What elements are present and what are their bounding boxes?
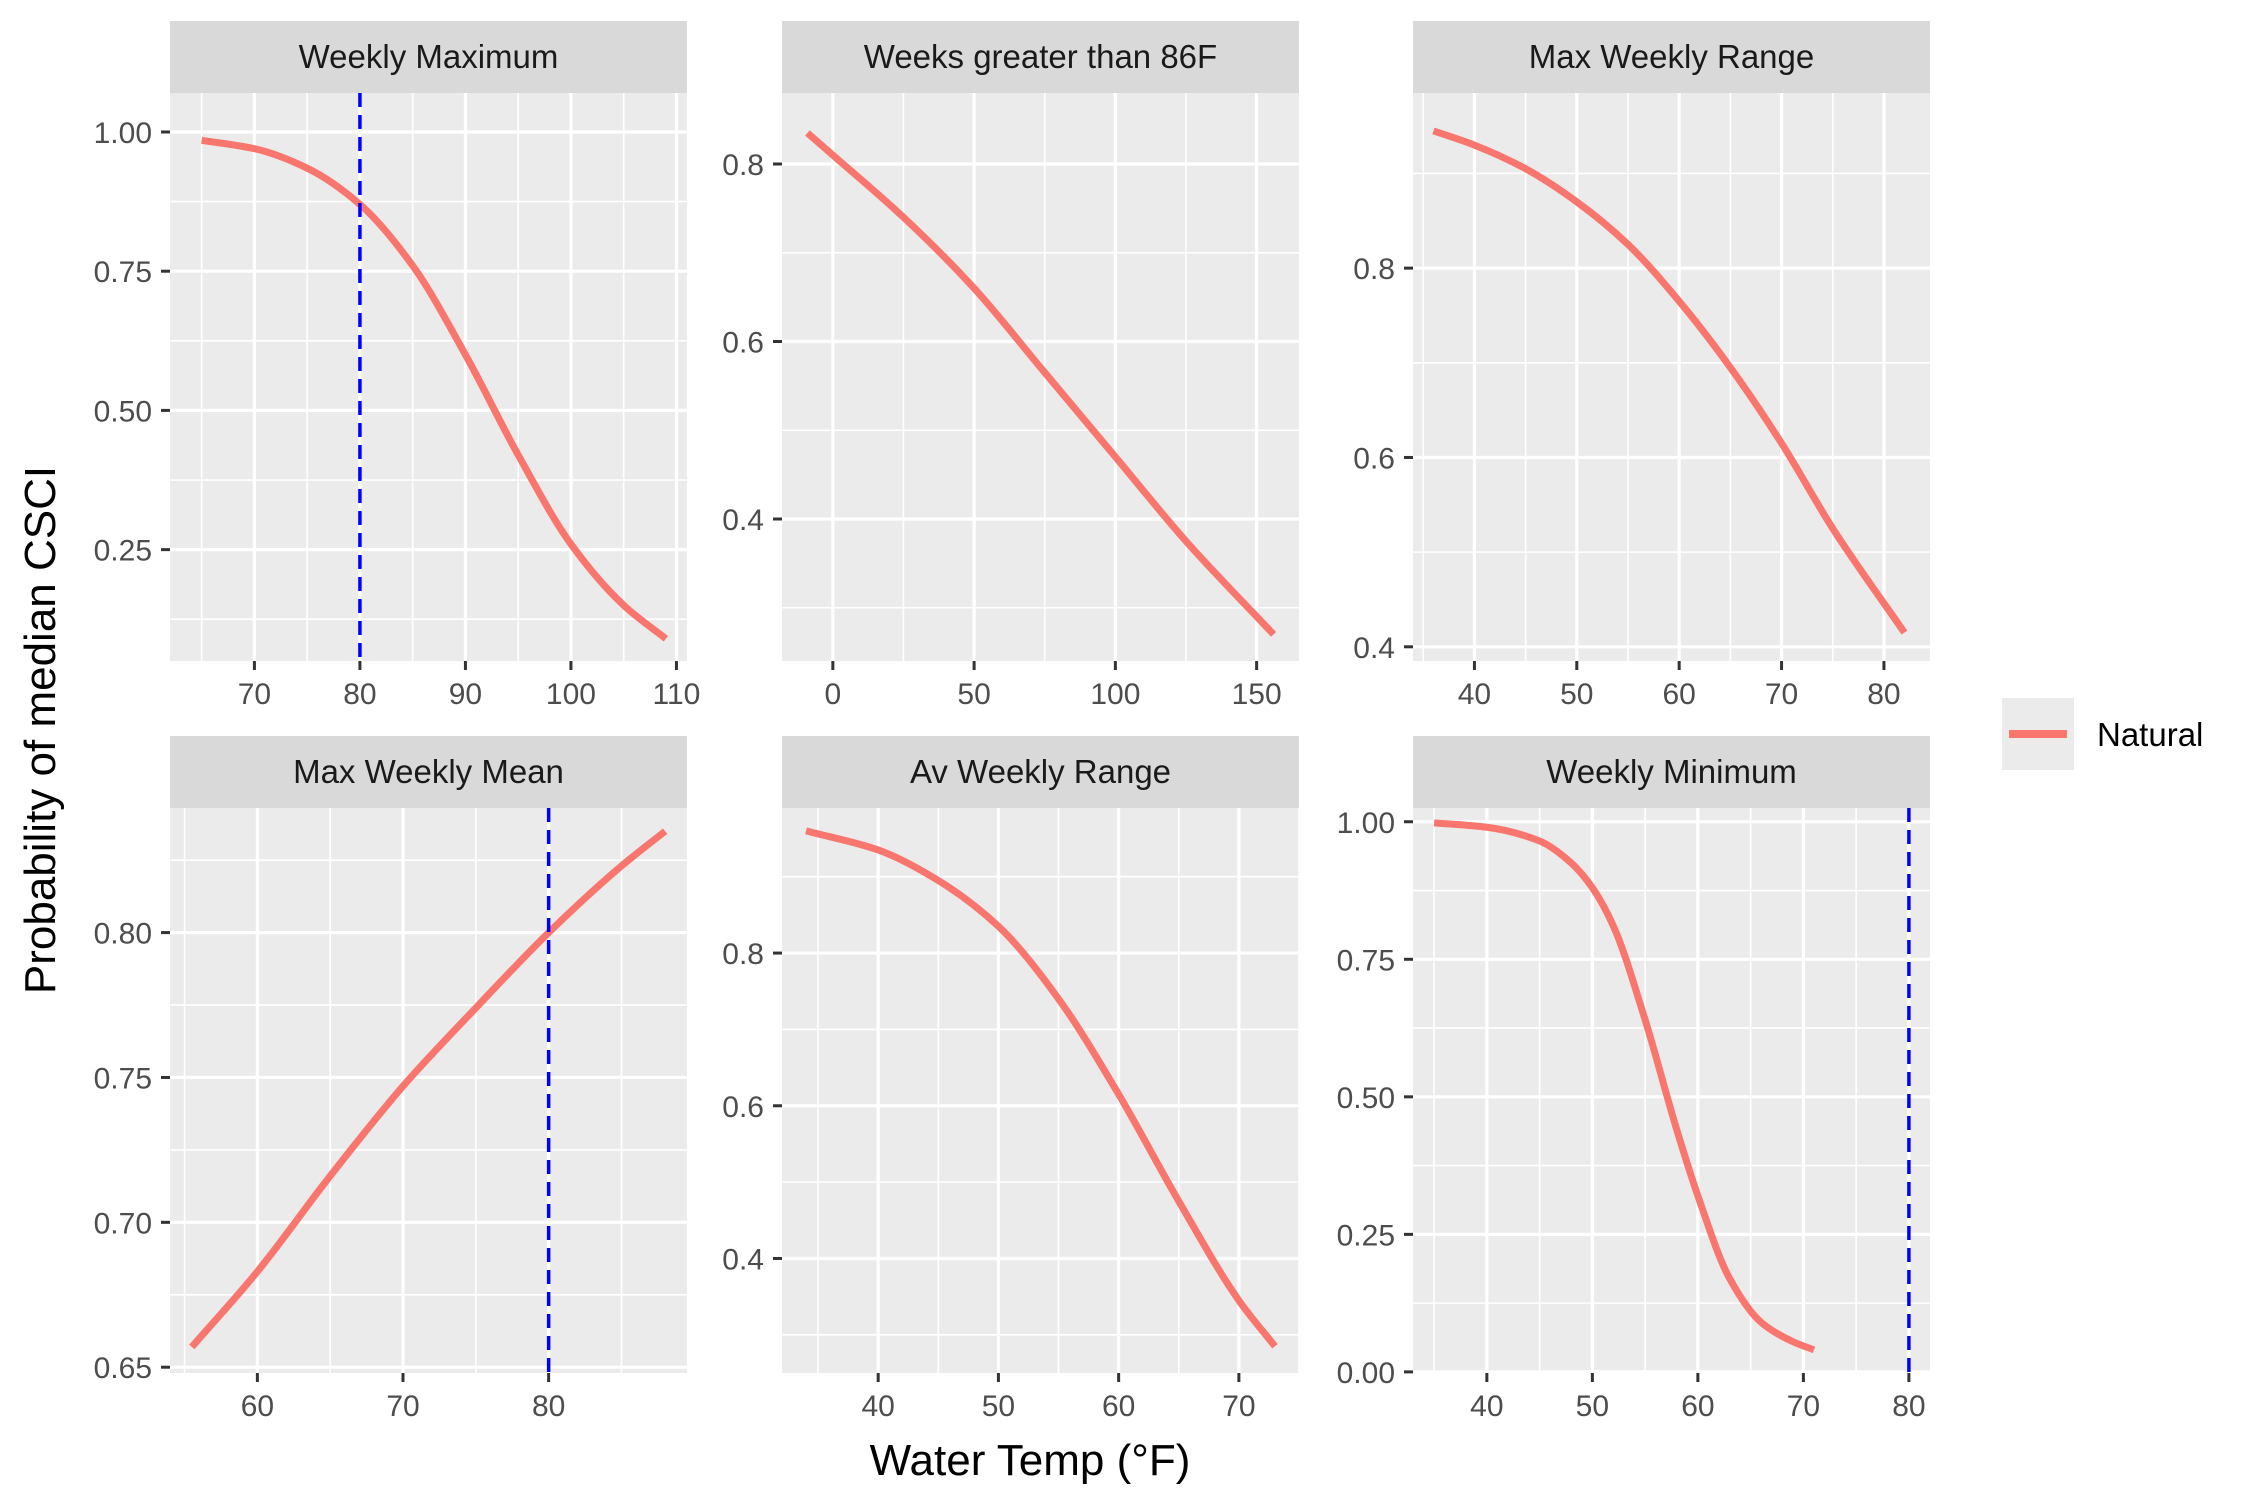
gridlines [782, 93, 1299, 661]
x-axis-title: Water Temp (°F) [870, 1436, 1191, 1485]
x-tick-label: 80 [343, 678, 376, 711]
y-tick-label: 0.6 [1353, 442, 1395, 475]
y-tick-label: 0.50 [1337, 1082, 1395, 1115]
x-tick-label: 60 [1102, 1390, 1135, 1423]
facet-title: Weeks greater than 86F [864, 38, 1217, 75]
x-tick-label: 40 [861, 1390, 894, 1423]
panels-layer: Weekly Maximum 70 80 90 100 110 0.25 0.50 0.75 1.… [94, 21, 1930, 1423]
x-tick-label: 80 [532, 1390, 565, 1423]
y-tick-label: 0.8 [722, 938, 764, 971]
x-tick-label: 110 [653, 678, 701, 711]
facet-strip [170, 21, 687, 93]
series-line-natural [1433, 819, 1816, 1354]
x-tick-label: 0 [825, 678, 842, 711]
y-tick-label: 0.8 [1353, 253, 1395, 286]
x-tick-label: 40 [1458, 678, 1491, 711]
y-tick-label: 0.6 [722, 1091, 764, 1124]
facet-strip [170, 736, 687, 808]
series-line-natural [189, 828, 668, 1350]
x-tick-label: 60 [1662, 678, 1695, 711]
y-tick-label: 0.75 [94, 256, 152, 289]
y-tick-label: 0.70 [94, 1207, 152, 1240]
panel-background [1413, 808, 1930, 1373]
gridlines [782, 808, 1299, 1373]
x-tick-label: 70 [1765, 678, 1798, 711]
x-tick-label: 50 [982, 1390, 1015, 1423]
facet-title: Av Weekly Range [910, 753, 1171, 790]
x-tick-label: 100 [546, 678, 596, 711]
x-tick-label: 50 [957, 678, 990, 711]
x-tick-label: 70 [386, 1390, 419, 1423]
x-tick-label: 50 [1560, 678, 1593, 711]
x-tick-label: 40 [1470, 1390, 1503, 1423]
x-tick-label: 60 [1681, 1390, 1714, 1423]
y-axis-title: Probability of median CSCI [16, 466, 65, 994]
x-tick-label: 90 [449, 678, 482, 711]
y-tick-label: 0.25 [94, 535, 152, 568]
panel-background [170, 93, 687, 661]
y-tick-label: 0.65 [94, 1352, 152, 1385]
facet-strip [782, 21, 1299, 93]
facet-title: Weekly Maximum [299, 38, 559, 75]
y-tick-label: 0.80 [94, 918, 152, 951]
x-tick-label: 150 [1232, 678, 1282, 711]
x-tick-label: 70 [1787, 1390, 1820, 1423]
facet-strip [782, 736, 1299, 808]
gridlines [1413, 93, 1930, 661]
series-line-natural [1432, 127, 1908, 635]
y-tick-label: 0.4 [722, 1243, 764, 1276]
y-tick-label: 0.00 [1337, 1357, 1395, 1390]
facet-strip [1413, 21, 1930, 93]
facet-panel: Max Weekly Range 40 50 60 70 80 0.4 0.6 0.8 [1353, 21, 1930, 711]
y-tick-label: 0.75 [94, 1062, 152, 1095]
facet-title: Weekly Minimum [1546, 753, 1797, 790]
panel-background [782, 808, 1299, 1373]
facet-title: Max Weekly Range [1529, 38, 1815, 75]
series-line-natural [805, 827, 1278, 1349]
facet-panel: Weekly Minimum 40 50 60 70 80 0.00 0.25 0.50 0.75… [1337, 736, 1930, 1423]
legend: Natural [2002, 698, 2203, 770]
x-tick-label: 70 [1222, 1390, 1255, 1423]
x-tick-label: 50 [1576, 1390, 1609, 1423]
y-tick-label: 0.8 [722, 149, 764, 182]
legend-label: Natural [2097, 716, 2203, 753]
facet-title: Max Weekly Mean [293, 753, 564, 790]
series-line-natural [201, 136, 669, 642]
facet-strip [1413, 736, 1930, 808]
panel-background [1413, 93, 1930, 661]
x-tick-label: 70 [238, 678, 271, 711]
x-tick-label: 80 [1867, 678, 1900, 711]
y-tick-label: 0.4 [722, 504, 764, 537]
facet-panel: Weeks greater than 86F 0 50 100 150 0.4 0.6 0.8 [722, 21, 1299, 711]
y-tick-label: 1.00 [1337, 807, 1395, 840]
y-tick-label: 0.6 [722, 327, 764, 360]
x-tick-label: 100 [1090, 678, 1140, 711]
y-tick-label: 1.00 [94, 117, 152, 150]
y-tick-label: 0.25 [1337, 1219, 1395, 1252]
facet-panel: Max Weekly Mean 60 70 80 0.65 0.70 0.75 0.80 [94, 736, 687, 1423]
series-line-natural [805, 130, 1277, 637]
y-tick-label: 0.75 [1337, 944, 1395, 977]
x-tick-label: 80 [1892, 1390, 1925, 1423]
y-tick-label: 0.50 [94, 395, 152, 428]
facet-panel: Weekly Maximum 70 80 90 100 110 0.25 0.50 0.75 1.… [94, 21, 701, 711]
y-tick-label: 0.4 [1353, 632, 1395, 665]
x-tick-label: 60 [241, 1390, 274, 1423]
facet-panel: Av Weekly Range 40 50 60 70 0.4 0.6 0.8 [722, 736, 1299, 1423]
